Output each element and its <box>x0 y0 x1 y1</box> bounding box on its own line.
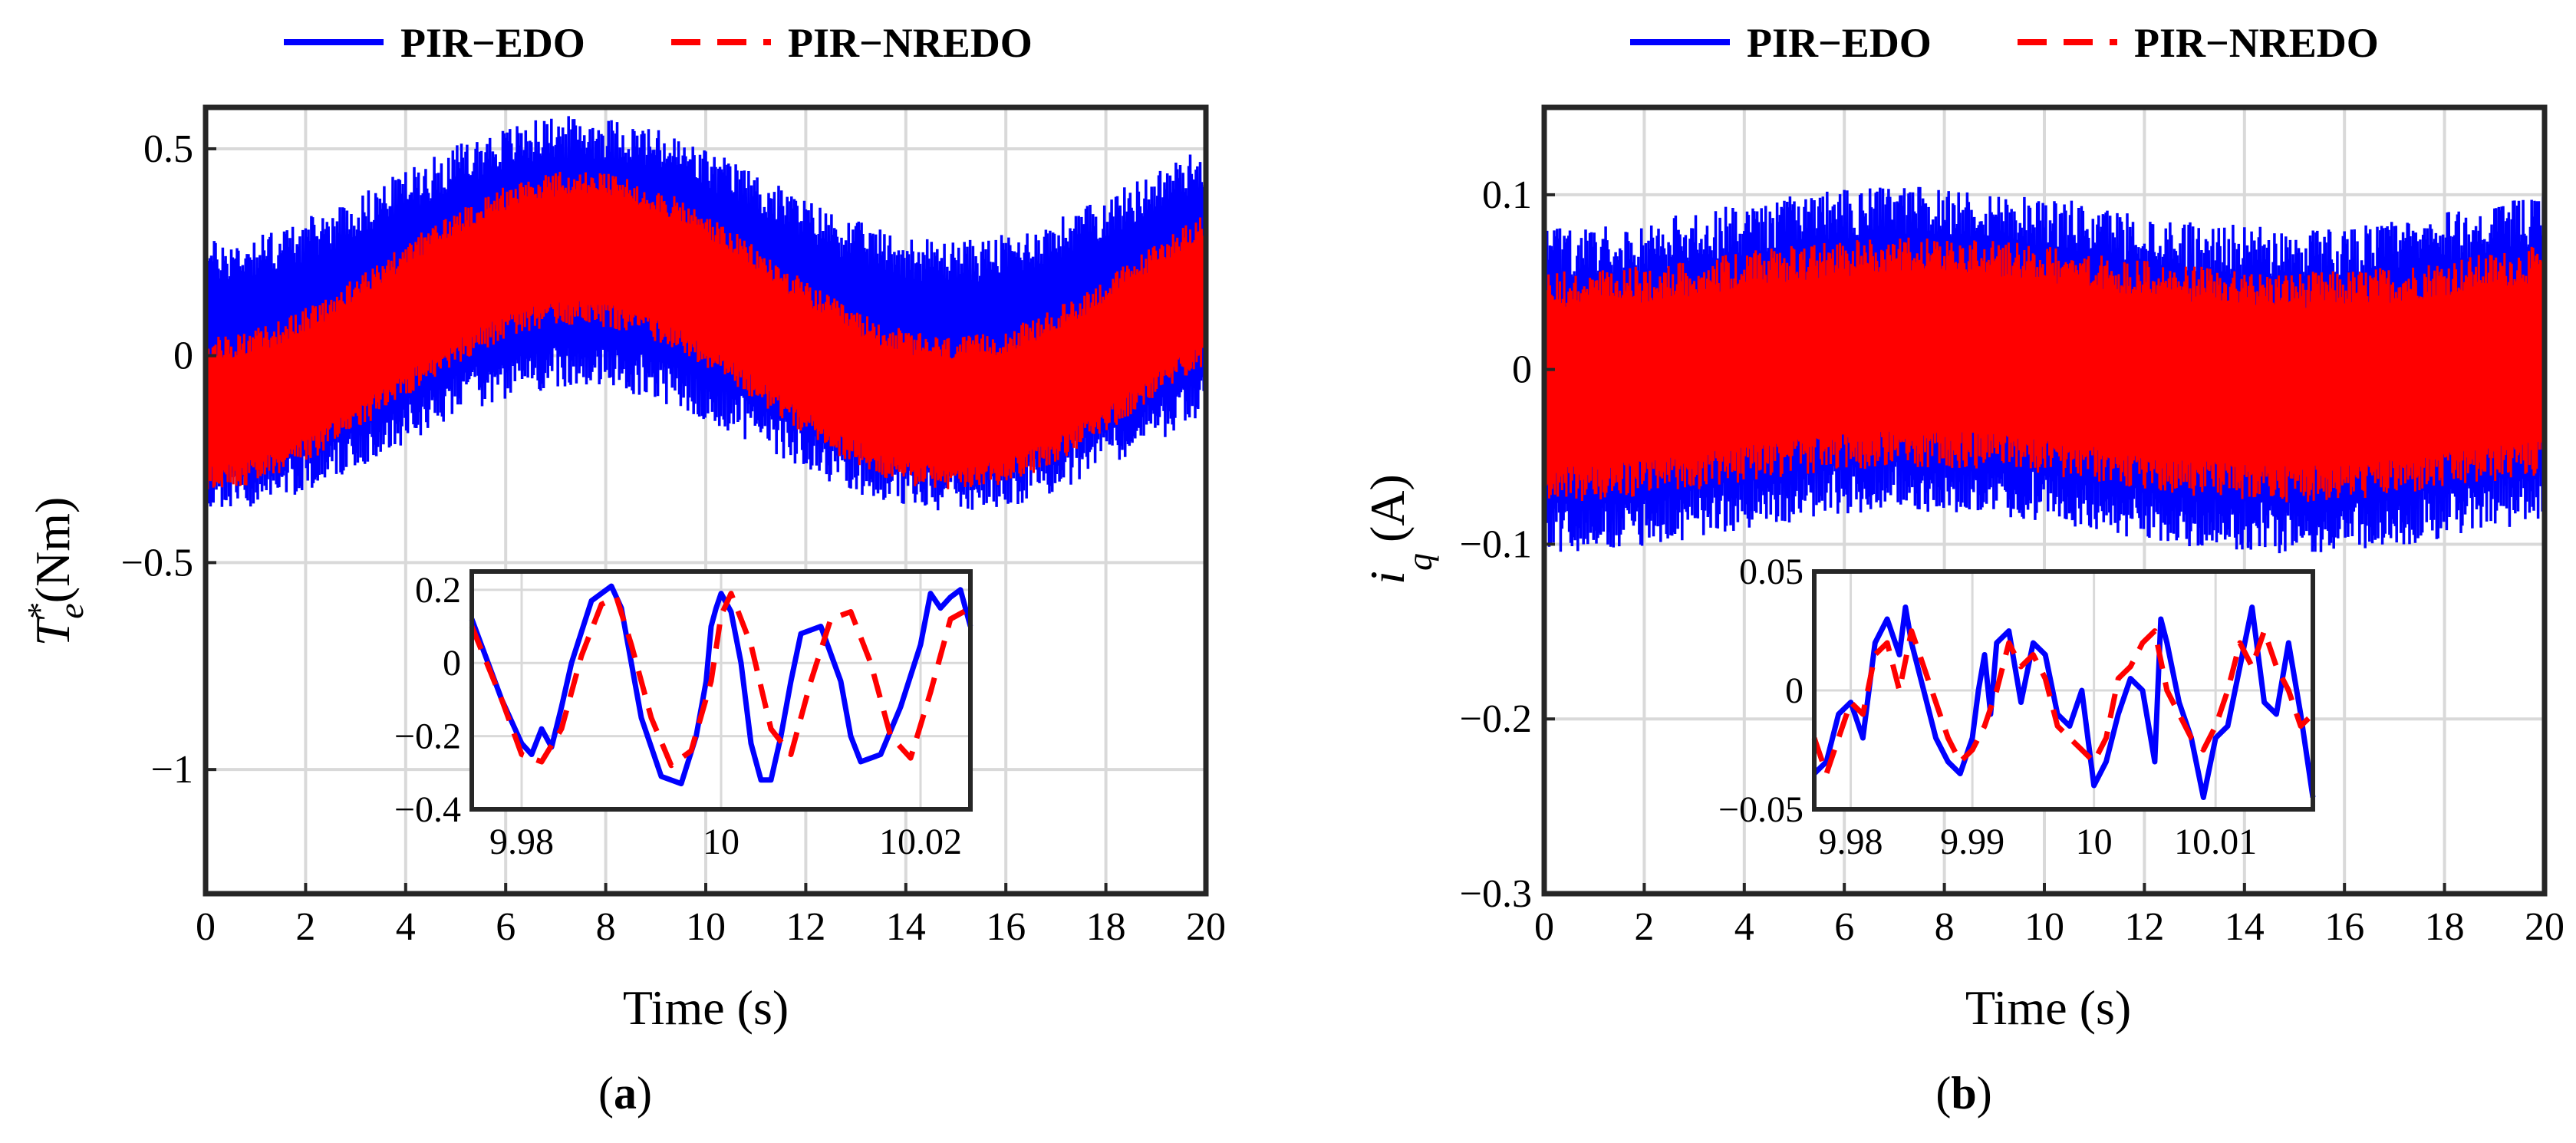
inset-y-tick-label: −0.2 <box>394 716 461 757</box>
inset-y-tick-label: 0 <box>443 643 461 683</box>
legend-panel-a: PIR−EDO PIR−NREDO <box>284 20 1033 66</box>
series-line-pir-nredo <box>204 171 1207 489</box>
inset-y-tick-label: −0.05 <box>1718 789 1804 830</box>
x-tick-label: 10 <box>686 905 726 949</box>
inset-frame <box>469 569 973 812</box>
legend-label-pir-edo: PIR−EDO <box>400 20 585 66</box>
y-tick-label: 0.1 <box>1482 173 1532 217</box>
inset-y-tick-label: 0.2 <box>415 570 461 611</box>
x-tick-label: 20 <box>1186 905 1226 949</box>
chart-panel-a: PIR−EDO PIR−NREDO 9.98 10 10.02 −0.4 −0.2 0 0.… <box>21 20 1226 1118</box>
panel-caption-letter-a: a <box>614 1068 637 1118</box>
inset-panel-b: 9.98 9.99 10 10.01 −0.05 0 0.05 <box>1718 552 2316 862</box>
y-tick-label: 0.5 <box>143 127 193 171</box>
inset-x-tick-label: 10 <box>703 822 740 862</box>
y-tick-label: −0.2 <box>1460 697 1532 741</box>
x-tick-label: 0 <box>1534 905 1554 949</box>
inset-series-line-pir-nredo <box>469 591 972 769</box>
chart-panel-b: PIR−EDO PIR−NREDO 9.98 9.99 10 10.01−0.0500… <box>1360 20 2564 1118</box>
x-tick-label: 6 <box>1834 905 1854 949</box>
y-axis-sub-panel-a: e <box>51 603 91 618</box>
tick-labels-panel-b: 0 2 4 6 8 10 12 14 16 18 20 −0.3 −0.2 −0.1 0 0.1 <box>1460 173 2564 949</box>
x-tick-label: 8 <box>596 905 616 949</box>
panel-caption-a: (a) <box>598 1068 652 1118</box>
y-tick-label: −1 <box>151 748 193 792</box>
x-tick-label: 4 <box>1734 905 1754 949</box>
inset-x-tick-label: 9.99 <box>1940 822 2004 862</box>
y-axis-unit-panel-b: (A) <box>1360 474 1415 542</box>
y-axis-unit-panel-a: (Nm) <box>25 497 80 604</box>
inset-x-tick-label: 10.02 <box>879 822 962 862</box>
x-tick-label: 2 <box>1634 905 1654 949</box>
data-bands-panel-a <box>204 116 1207 511</box>
inset-y-tick-label: −0.4 <box>394 789 461 830</box>
x-tick-label: 8 <box>1935 905 1955 949</box>
tick-labels-panel-a: 0 2 4 6 8 10 12 14 16 18 20 −1 −0.5 0 0.5 <box>121 127 1226 949</box>
data-bands-panel-b <box>1543 186 2546 554</box>
x-tick-label: 16 <box>2324 905 2364 949</box>
x-tick-label: 20 <box>2525 905 2564 949</box>
legend-panel-b: PIR−EDO PIR−NREDO <box>1630 20 2379 66</box>
x-tick-label: 0 <box>196 905 216 949</box>
y-tick-label: −0.5 <box>121 541 193 585</box>
panel-caption-b: (b) <box>1935 1068 1991 1118</box>
x-tick-label: 12 <box>786 905 825 949</box>
inset-panel-a: 9.98 10 10.02 −0.4 −0.2 0 0.2 <box>394 569 973 862</box>
panel-caption-letter-b: b <box>1951 1068 1976 1118</box>
inset-frame <box>1812 569 2315 812</box>
y-axis-label-panel-b: iq (A) <box>1360 474 1439 585</box>
y-tick-label: 0 <box>1512 348 1532 392</box>
x-tick-label: 4 <box>396 905 416 949</box>
inset-x-tick-label: 10 <box>2076 822 2113 862</box>
inset-series-line-pir-nredo <box>1811 628 2315 776</box>
y-axis-symbol-panel-b: i <box>1360 571 1415 585</box>
x-tick-label: 12 <box>2124 905 2164 949</box>
x-tick-label: 16 <box>986 905 1026 949</box>
legend-label-pir-edo: PIR−EDO <box>1747 20 1932 66</box>
y-tick-label: −0.3 <box>1460 872 1532 916</box>
y-axis-label-panel-a: T*e(Nm) <box>21 497 91 647</box>
x-tick-label: 10 <box>2024 905 2064 949</box>
series-line-pir-nredo <box>1543 237 2546 502</box>
x-tick-label: 18 <box>1086 905 1126 949</box>
x-axis-label-panel-a: Time (s) <box>623 980 789 1035</box>
inset-y-tick-label: 0.05 <box>1739 552 1804 592</box>
y-axis-sub-panel-b: q <box>1400 553 1439 571</box>
inset-x-tick-label: 10.01 <box>2174 822 2257 862</box>
inset-series-line-pir-edo <box>1812 604 2316 800</box>
x-tick-label: 14 <box>2225 905 2265 949</box>
y-tick-label: 0 <box>173 334 193 378</box>
legend-label-pir-nredo: PIR−NREDO <box>788 20 1033 66</box>
x-tick-label: 14 <box>886 905 926 949</box>
y-tick-label: −0.1 <box>1460 522 1532 566</box>
inset-x-tick-label: 9.98 <box>489 822 554 862</box>
y-axis-sup-panel-a: * <box>21 602 58 619</box>
x-tick-label: 6 <box>496 905 516 949</box>
x-tick-label: 18 <box>2425 905 2465 949</box>
legend-label-pir-nredo: PIR−NREDO <box>2134 20 2379 66</box>
x-tick-label: 2 <box>295 905 315 949</box>
x-axis-label-panel-b: Time (s) <box>1965 980 2131 1035</box>
inset-x-tick-label: 9.98 <box>1819 822 1883 862</box>
y-axis-symbol-panel-a: T <box>25 615 80 646</box>
inset-y-tick-label: 0 <box>1785 670 1804 711</box>
